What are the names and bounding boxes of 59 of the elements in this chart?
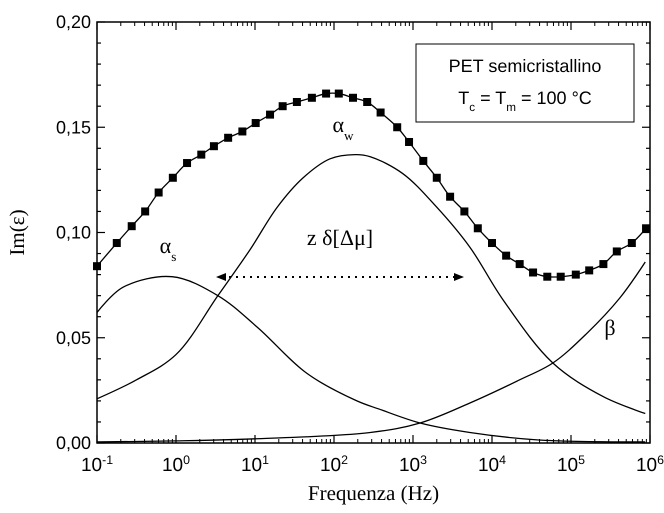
point: [460, 207, 468, 216]
point: [224, 134, 232, 142]
point: [585, 266, 594, 274]
point: [349, 94, 358, 102]
point: [154, 188, 163, 197]
point: [474, 224, 482, 232]
point: [628, 239, 636, 248]
x-tick-label: 10$^{-1}$: [80, 453, 114, 476]
y-axis-title: Im(ε): [5, 209, 29, 256]
point: [556, 272, 565, 281]
point: [238, 127, 246, 136]
x-tick-label: 10$^{6}$: [636, 453, 664, 476]
point: [252, 119, 260, 128]
point: [168, 174, 177, 182]
point: [516, 260, 524, 268]
point: [446, 192, 454, 201]
point: [128, 222, 136, 230]
point: [363, 98, 372, 106]
point: [529, 268, 538, 276]
x-tick-label: 10$^{1}$: [240, 453, 270, 476]
point: [278, 102, 287, 110]
point: [599, 260, 608, 268]
annotation: α$_{s}$: [160, 233, 176, 264]
x-tick-label: 10$^{3}$: [398, 453, 428, 476]
point: [432, 174, 441, 182]
point: [197, 150, 206, 159]
x-tick-label: 10$^{2}$: [320, 453, 348, 476]
point: [488, 239, 496, 248]
point: [266, 110, 274, 119]
point: [543, 272, 552, 281]
point: [405, 138, 414, 146]
point: [642, 224, 650, 232]
annotation: T$_{c}$ = T$_{m}$ = 100 °C: [458, 88, 592, 114]
point: [334, 90, 343, 98]
point: [292, 98, 301, 106]
x-tick-label: 10$^{5}$: [556, 453, 586, 476]
point: [419, 156, 428, 165]
point: [612, 247, 621, 256]
annotation: z δ[Δμ]: [306, 225, 374, 250]
y-tick-label: 0,00: [56, 433, 91, 453]
point: [183, 159, 192, 168]
point: [322, 90, 330, 98]
point: [210, 142, 218, 150]
x-tick-label: 10$^{4}$: [478, 453, 506, 476]
point: [502, 252, 510, 260]
y-tick-label: 0,10: [56, 222, 91, 242]
y-tick-label: 0,05: [56, 328, 91, 348]
y-tick-label: 0,20: [56, 12, 91, 32]
annotation: PET semicristallino: [448, 56, 602, 76]
x-axis-title: Frequenza (Hz): [308, 481, 440, 505]
point: [308, 94, 316, 102]
x-tick-label: 10$^{0}$: [162, 453, 190, 476]
point: [112, 239, 121, 248]
y-tick-label: 0,15: [56, 117, 91, 138]
annotation: β: [604, 315, 616, 340]
point: [141, 207, 150, 216]
annotation: α$_{w}$: [332, 112, 354, 142]
point: [572, 270, 580, 279]
point: [376, 108, 385, 117]
